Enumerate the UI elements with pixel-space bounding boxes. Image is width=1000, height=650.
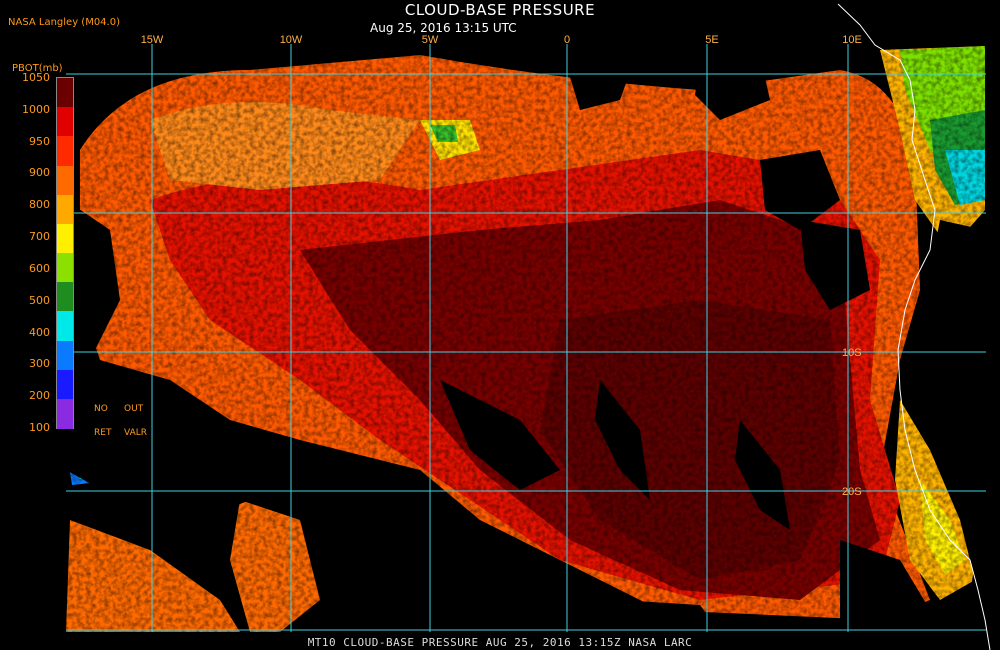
- legend-tick-label: 300: [29, 357, 50, 371]
- legend-swatch: [57, 165, 73, 196]
- legend-swatch: [57, 369, 73, 400]
- color-scale: [56, 77, 74, 429]
- timestamp: Aug 25, 2016 13:15 UTC: [370, 21, 517, 35]
- legend-tick-label: 600: [29, 261, 50, 275]
- legend-tick-label: 400: [29, 325, 50, 339]
- legend-swatch: [57, 223, 73, 254]
- legend-tick-label: 700: [29, 230, 50, 244]
- lon-label-5e: 5E: [705, 34, 718, 46]
- nodata-label-no: NO: [94, 404, 108, 414]
- lat-label-10s: 10S: [842, 347, 862, 359]
- legend-swatch: [57, 78, 73, 108]
- lon-label-15w: 15W: [141, 34, 164, 46]
- page-title: CLOUD-BASE PRESSURE: [404, 1, 596, 19]
- lon-label-0: 0: [564, 34, 570, 46]
- nodata-label-ret: RET: [94, 428, 112, 438]
- lat-label-20s: 20S: [842, 486, 862, 498]
- footer-caption: MT10 CLOUD-BASE PRESSURE AUG 25, 2016 13…: [307, 636, 693, 649]
- legend-tick-label: 800: [29, 198, 50, 212]
- legend-tick-label: 1050: [22, 71, 50, 84]
- lon-label-5w: 5W: [422, 34, 439, 46]
- lon-label-10e: 10E: [842, 34, 862, 46]
- nodata-label-out: OUT: [124, 404, 144, 414]
- legend-swatch: [57, 282, 73, 313]
- legend-swatch: [57, 398, 73, 429]
- legend-swatch: [57, 253, 73, 283]
- legend-tick-label: 950: [29, 134, 50, 148]
- lon-label-10w: 10W: [280, 34, 303, 46]
- legend-tick-label: 200: [29, 389, 50, 403]
- legend-swatch: [57, 340, 73, 371]
- legend-title: PBOT(mb): [12, 63, 63, 74]
- legend-swatch: [57, 107, 73, 138]
- nodata-label-valr: VALR: [124, 428, 148, 438]
- legend-tick-label: 1000: [22, 102, 50, 116]
- legend-swatch: [57, 136, 73, 167]
- legend-swatch: [57, 194, 73, 225]
- legend-tick-label: 900: [29, 166, 50, 180]
- source-label: NASA Langley (M04.0): [8, 17, 120, 28]
- legend-tick-label: 500: [29, 293, 50, 307]
- graticule: [66, 44, 986, 632]
- legend-swatch: [57, 311, 73, 342]
- legend-tick-label: 100: [29, 421, 50, 434]
- coastline: [837, 3, 991, 650]
